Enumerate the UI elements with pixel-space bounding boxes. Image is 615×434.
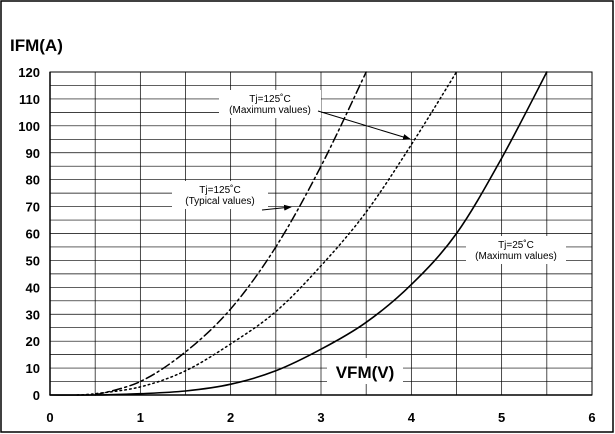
annotation-text: (Typical values)	[185, 196, 254, 207]
annotation-text: (Maximum values)	[475, 251, 557, 262]
annotation-text: (Maximum values)	[229, 105, 311, 116]
annotation-text: Tj=125˚C	[199, 184, 240, 196]
y-tick-label: 60	[26, 227, 40, 242]
y-tick-label: 110	[19, 92, 40, 107]
series-line-solid	[49, 71, 548, 396]
data-series	[49, 71, 548, 396]
axes: 0 10 20 30 40 50 60 70 80 90 100 110 120 0 1 2 3 4 5 6	[18, 65, 595, 425]
annotation-background	[466, 236, 566, 264]
x-tick-label: 6	[588, 410, 595, 425]
y-tick-label: 80	[26, 173, 40, 188]
y-tick-label: 70	[26, 200, 40, 215]
y-tick-label: 120	[18, 65, 40, 80]
annotation: Tj=125˚C(Maximum values)	[219, 90, 411, 140]
x-tick-label: 2	[227, 410, 234, 425]
y-tick-label: 100	[18, 119, 40, 134]
y-axis-title: IFM(A)	[10, 36, 63, 55]
annotation-background	[219, 90, 321, 118]
x-tick-label: 4	[408, 410, 416, 425]
annotation-text: Tj=25˚C	[498, 239, 534, 251]
x-axis-title: VFM(V)	[336, 363, 395, 382]
y-tick-label: 20	[26, 334, 40, 349]
series-line-dotted	[76, 71, 458, 396]
series-line-dash-dot	[94, 71, 367, 396]
axis-labels: IFM(A) VFM(V)	[10, 36, 403, 384]
y-tick-label: 10	[26, 361, 40, 376]
annotation-arrow	[261, 204, 292, 211]
annotation-background	[172, 181, 268, 209]
x-tick-label: 1	[137, 410, 144, 425]
plot-area-border	[49, 71, 593, 396]
annotations: Tj=125˚C(Maximum values)Tj=125˚C(Typical…	[172, 90, 566, 264]
y-tick-label: 90	[26, 146, 40, 161]
annotation-arrow	[317, 110, 411, 140]
x-tick-label: 5	[498, 410, 505, 425]
y-tick-label: 30	[26, 307, 40, 322]
x-tick-label: 0	[46, 410, 53, 425]
annotation: Tj=25˚C(Maximum values)	[466, 236, 566, 264]
y-tick-label: 40	[26, 280, 40, 295]
x-tick-label: 3	[317, 410, 324, 425]
annotation: Tj=125˚C(Typical values)	[172, 181, 292, 211]
x-axis-title-background	[327, 358, 403, 384]
y-tick-label: 0	[33, 388, 40, 403]
annotation-text: Tj=125˚C	[249, 93, 290, 105]
y-tick-label: 50	[26, 253, 40, 268]
